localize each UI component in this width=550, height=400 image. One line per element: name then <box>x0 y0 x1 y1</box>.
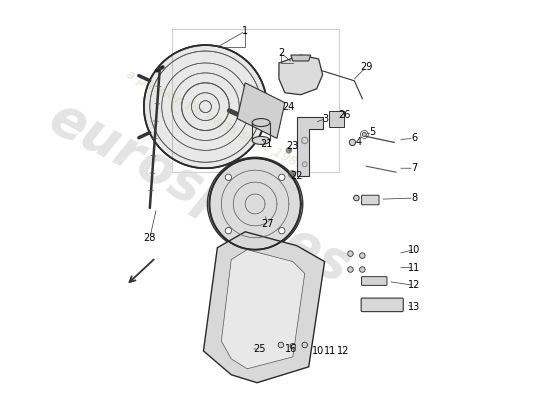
Polygon shape <box>204 232 324 383</box>
Circle shape <box>360 253 365 258</box>
Text: 13: 13 <box>408 302 420 312</box>
Polygon shape <box>221 250 305 369</box>
Text: 21: 21 <box>260 139 272 149</box>
Text: 8: 8 <box>411 193 417 203</box>
FancyBboxPatch shape <box>361 298 403 312</box>
Circle shape <box>349 139 356 146</box>
Circle shape <box>279 228 285 234</box>
Text: 3: 3 <box>323 114 329 124</box>
Polygon shape <box>297 116 323 176</box>
Text: 11: 11 <box>408 262 420 272</box>
Text: 6: 6 <box>411 134 417 144</box>
FancyBboxPatch shape <box>361 195 379 205</box>
Circle shape <box>348 251 353 256</box>
Text: a passion for parts since 1985: a passion for parts since 1985 <box>124 68 307 173</box>
Polygon shape <box>279 55 323 95</box>
Text: 10: 10 <box>312 346 324 356</box>
Ellipse shape <box>252 118 270 126</box>
Polygon shape <box>237 83 285 138</box>
Text: 1: 1 <box>242 26 248 36</box>
Circle shape <box>144 45 267 168</box>
Circle shape <box>302 342 307 348</box>
Text: eurospares: eurospares <box>40 91 359 293</box>
Text: 5: 5 <box>369 128 376 138</box>
Circle shape <box>226 174 232 180</box>
Circle shape <box>360 267 365 272</box>
Ellipse shape <box>252 136 270 144</box>
Text: 10: 10 <box>408 245 420 255</box>
Circle shape <box>354 195 359 201</box>
Circle shape <box>286 148 292 153</box>
Circle shape <box>210 158 301 250</box>
Circle shape <box>226 228 232 234</box>
Text: 7: 7 <box>411 163 417 173</box>
Text: 25: 25 <box>253 344 265 354</box>
Circle shape <box>279 174 285 180</box>
Circle shape <box>348 267 353 272</box>
Text: 22: 22 <box>290 171 303 181</box>
Text: 12: 12 <box>408 280 420 290</box>
Circle shape <box>290 343 295 349</box>
FancyBboxPatch shape <box>361 277 387 286</box>
Polygon shape <box>328 111 344 126</box>
Ellipse shape <box>207 157 302 251</box>
Polygon shape <box>291 55 311 61</box>
Text: 24: 24 <box>282 102 294 112</box>
Text: 16: 16 <box>285 344 297 354</box>
Polygon shape <box>80 89 438 319</box>
Text: 27: 27 <box>261 219 273 229</box>
Circle shape <box>288 171 295 178</box>
Text: 28: 28 <box>144 233 156 243</box>
Circle shape <box>362 132 366 136</box>
Circle shape <box>278 342 284 348</box>
Text: 26: 26 <box>338 110 351 120</box>
Text: 11: 11 <box>323 346 336 356</box>
Text: 12: 12 <box>337 346 349 356</box>
Text: 2: 2 <box>278 48 284 58</box>
Text: 29: 29 <box>360 62 372 72</box>
Text: 4: 4 <box>355 138 361 148</box>
Text: 23: 23 <box>287 141 299 151</box>
